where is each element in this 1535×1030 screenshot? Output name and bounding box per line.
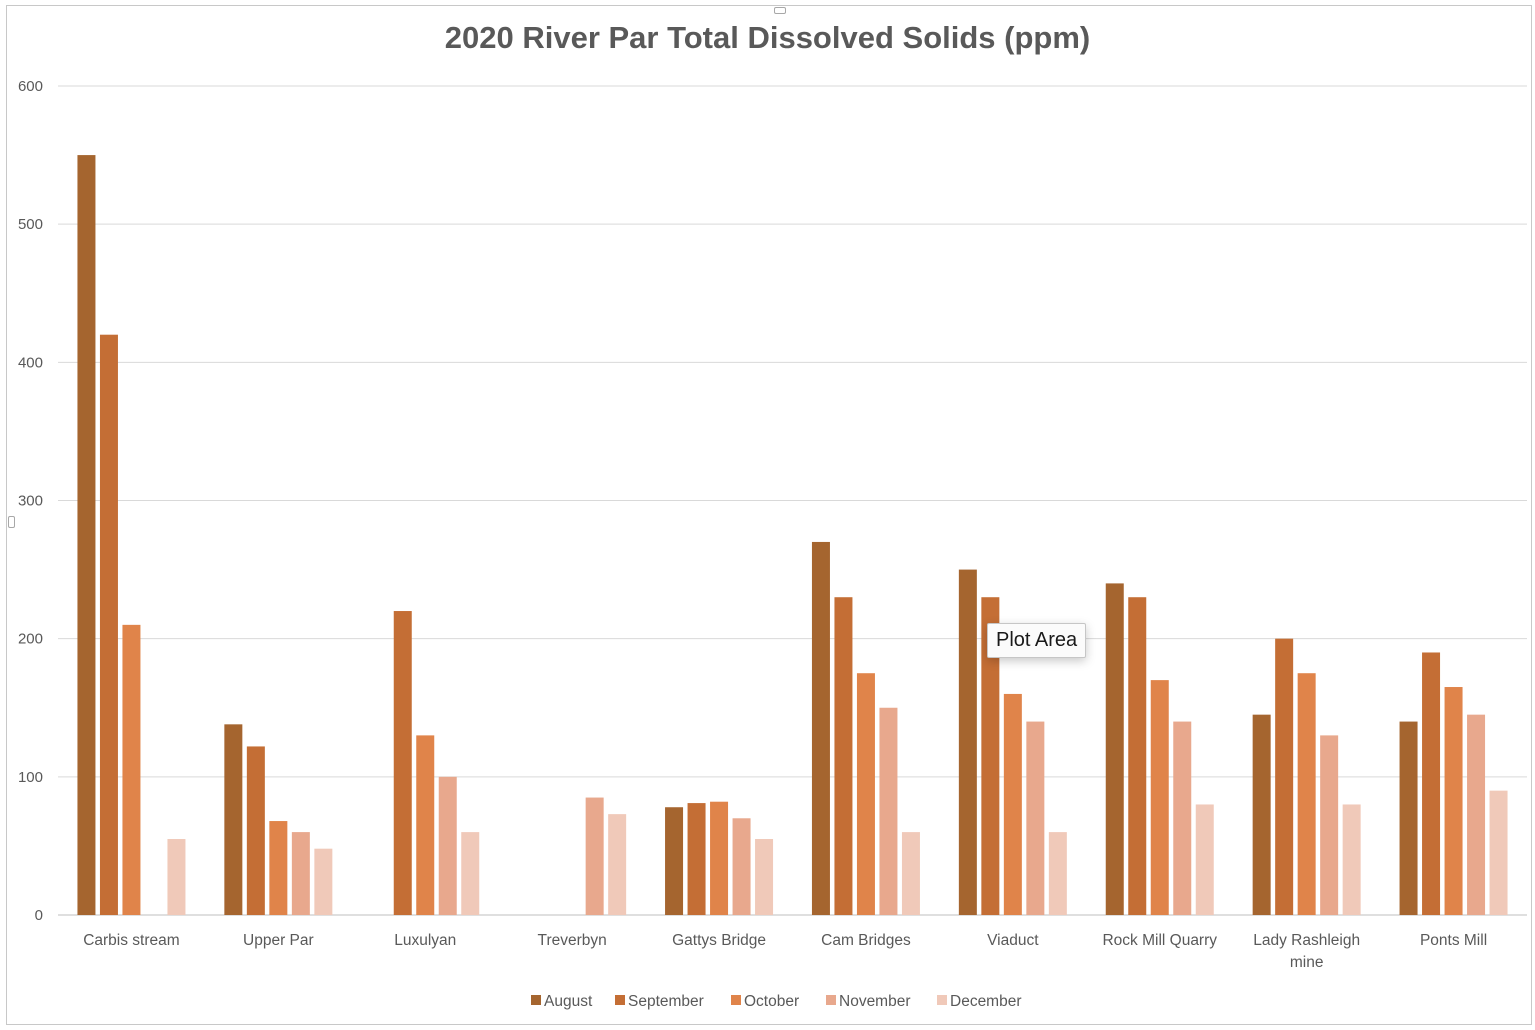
bar-september[interactable] [1422, 652, 1441, 915]
x-tick-label: Upper Par [243, 932, 314, 949]
legend-label: August [544, 993, 593, 1010]
legend-label: October [744, 993, 799, 1010]
bar-december[interactable] [461, 832, 480, 915]
bar-december[interactable] [901, 832, 920, 915]
legend-item-september[interactable]: September [615, 993, 704, 1010]
legend-swatch [937, 995, 947, 1005]
bars[interactable] [77, 155, 1508, 916]
bar-november[interactable] [1320, 735, 1339, 915]
legend-item-november[interactable]: November [826, 993, 911, 1010]
chart-title: 2020 River Par Total Dissolved Solids (p… [444, 20, 1091, 55]
y-tick-label: 500 [18, 216, 43, 233]
bar-december[interactable] [1489, 790, 1508, 915]
bar-september[interactable] [1128, 597, 1147, 915]
resize-handle-left[interactable] [8, 516, 15, 528]
bar-august[interactable] [77, 155, 96, 916]
resize-handle-top[interactable] [774, 7, 786, 14]
legend-item-august[interactable]: August [531, 993, 593, 1010]
bar-november[interactable] [438, 776, 457, 915]
x-tick-label: Treverbyn [538, 932, 607, 949]
bar-december[interactable] [1342, 804, 1361, 915]
legend-swatch [531, 995, 541, 1005]
bar-december[interactable] [608, 814, 627, 915]
legend-label: November [839, 993, 911, 1010]
bar-october[interactable] [710, 801, 729, 915]
x-tick-label: Carbis stream [83, 932, 179, 949]
bar-october[interactable] [1003, 693, 1022, 915]
y-axis-ticks: 0 100 200 300 400 500 600 [18, 78, 43, 924]
bar-october[interactable] [269, 821, 288, 915]
bar-august[interactable] [1399, 721, 1418, 915]
bar-august[interactable] [224, 724, 243, 915]
bar-october[interactable] [1297, 673, 1316, 915]
bar-september[interactable] [99, 334, 118, 915]
legend-swatch [731, 995, 741, 1005]
bar-september[interactable] [393, 611, 412, 915]
bar-november[interactable] [585, 797, 604, 915]
bar-november[interactable] [879, 707, 898, 915]
legend-item-december[interactable]: December [937, 993, 1022, 1010]
plot-area-tooltip: Plot Area [987, 623, 1087, 658]
bar-october[interactable] [856, 673, 875, 915]
x-tick-label: Cam Bridges [821, 932, 911, 949]
bar-december[interactable] [167, 839, 186, 915]
bar-august[interactable] [665, 807, 684, 915]
x-tick-label: Gattys Bridge [672, 932, 766, 949]
y-tick-label: 0 [35, 907, 43, 924]
bar-august[interactable] [1252, 714, 1271, 915]
legend-swatch [826, 995, 836, 1005]
bar-december[interactable] [314, 848, 333, 915]
bar-september[interactable] [834, 597, 853, 915]
bar-september[interactable] [1275, 638, 1294, 915]
bar-october[interactable] [416, 735, 435, 915]
y-tick-label: 300 [18, 493, 43, 510]
bar-november[interactable] [732, 818, 751, 915]
x-tick-label: Ponts Mill [1420, 932, 1487, 949]
bar-october[interactable] [122, 624, 141, 915]
bar-october[interactable] [1444, 687, 1463, 915]
bar-november[interactable] [291, 832, 310, 915]
bar-october[interactable] [1150, 680, 1169, 915]
bar-december[interactable] [1195, 804, 1214, 915]
bar-september[interactable] [246, 746, 265, 915]
legend[interactable]: August September October November December [531, 993, 1022, 1010]
y-tick-label: 400 [18, 354, 43, 371]
legend-label: September [628, 993, 704, 1010]
bar-september[interactable] [687, 803, 706, 915]
legend-swatch [615, 995, 625, 1005]
bar-september[interactable] [981, 597, 1000, 915]
legend-label: December [950, 993, 1022, 1010]
x-tick-label: Luxulyan [394, 932, 456, 949]
y-tick-label: 600 [18, 78, 43, 95]
bar-december[interactable] [755, 839, 774, 915]
y-tick-label: 200 [18, 631, 43, 648]
bar-november[interactable] [1467, 714, 1486, 915]
x-tick-label: Viaduct [987, 932, 1039, 949]
bar-november[interactable] [1026, 721, 1045, 915]
x-axis-ticks: Carbis stream Upper Par Luxulyan Treverbyn G… [83, 932, 1487, 971]
legend-item-october[interactable]: October [731, 993, 799, 1010]
bar-august[interactable] [811, 541, 830, 915]
y-tick-label: 100 [18, 769, 43, 786]
bar-december[interactable] [1048, 832, 1067, 915]
x-tick-label: Rock Mill Quarry [1102, 932, 1217, 949]
x-tick-label: Lady Rashleigh mine [1253, 932, 1360, 971]
bar-august[interactable] [958, 569, 977, 915]
bar-august[interactable] [1105, 583, 1124, 915]
bar-november[interactable] [1173, 721, 1192, 915]
